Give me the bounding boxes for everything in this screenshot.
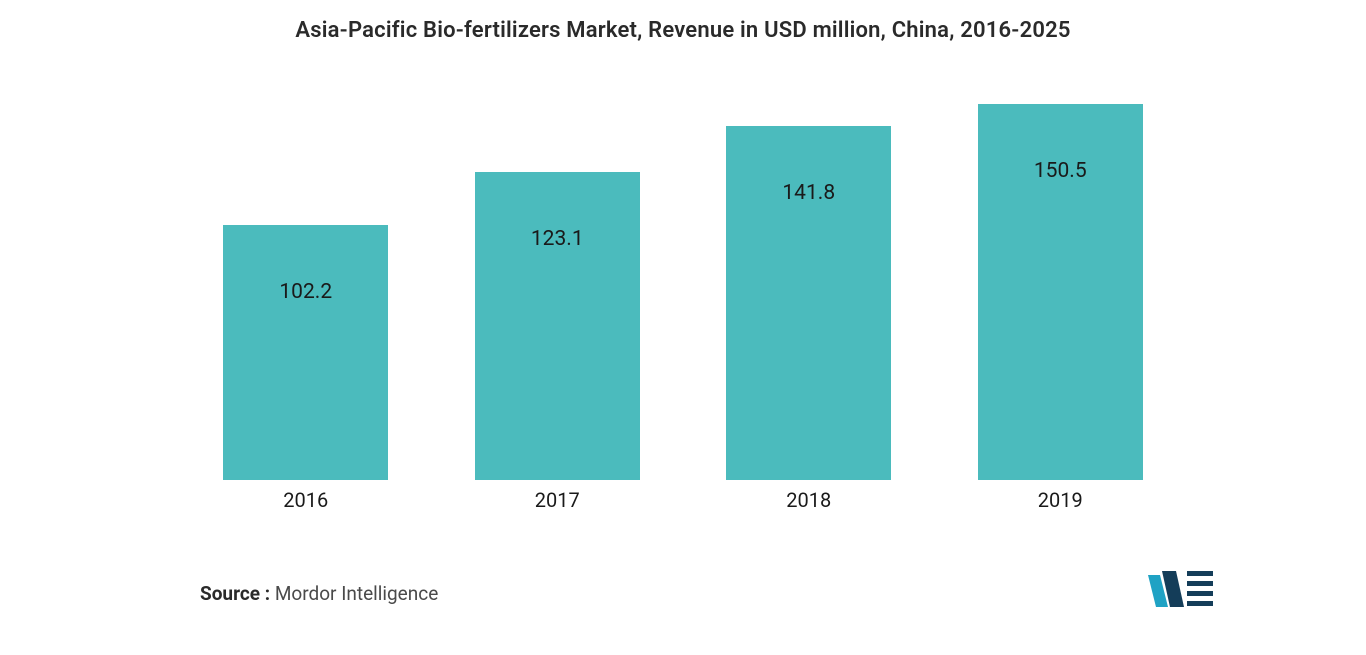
bar-slot: 141.82018: [683, 80, 935, 480]
bar-slot: 123.12017: [432, 80, 684, 480]
bar-value-label: 123.1: [475, 227, 640, 251]
bar: 102.2: [223, 225, 388, 481]
logo-bars-icon: [1148, 571, 1213, 607]
source-label: Source :: [200, 582, 270, 605]
bar: 141.8: [726, 126, 891, 481]
bar-value-label: 141.8: [726, 181, 891, 205]
bar: 123.1: [475, 172, 640, 480]
source-value: Mordor Intelligence: [275, 582, 438, 605]
chart-title: Asia-Pacific Bio-fertilizers Market, Rev…: [0, 0, 1366, 43]
bar-category-label: 2019: [1038, 488, 1083, 512]
bar-category-label: 2016: [283, 488, 328, 512]
bar-category-label: 2017: [535, 488, 580, 512]
bar-slot: 102.22016: [180, 80, 432, 480]
bar: 150.5: [978, 104, 1143, 480]
bar-category-label: 2018: [786, 488, 831, 512]
bar-value-label: 102.2: [223, 280, 388, 304]
bar-value-label: 150.5: [978, 159, 1143, 183]
bar-chart: 102.22016123.12017141.82018150.52019: [180, 80, 1186, 480]
bar-slot: 150.52019: [935, 80, 1187, 480]
brand-logo: [1146, 569, 1216, 615]
source-attribution: Source : Mordor Intelligence: [200, 582, 438, 605]
